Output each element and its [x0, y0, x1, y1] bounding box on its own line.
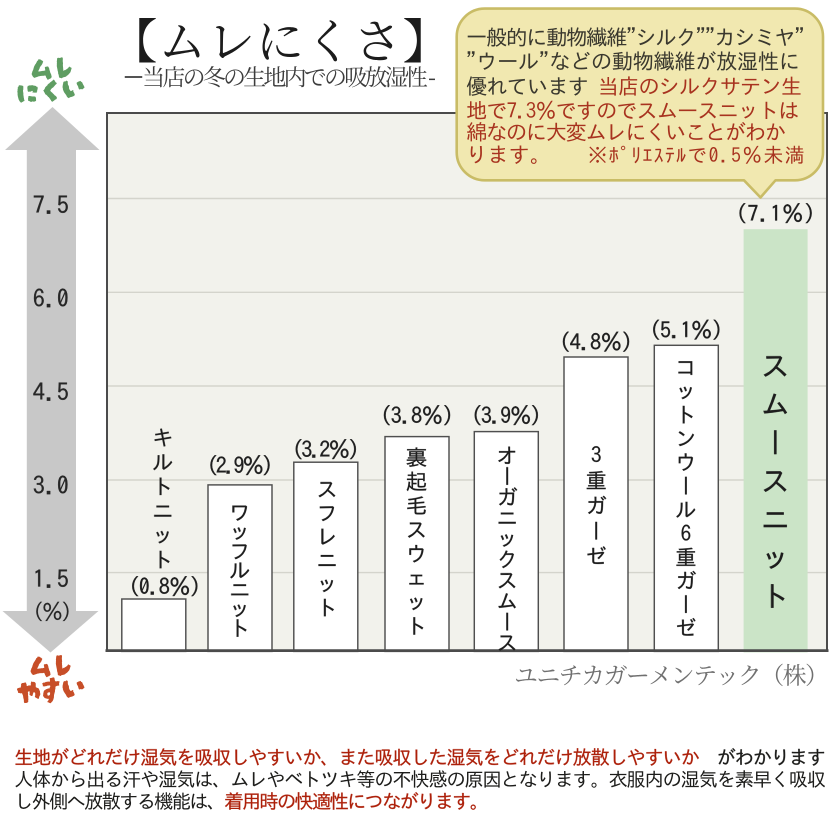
callout-line: "ウール"などの動物繊維が放湿性に — [463, 50, 808, 72]
callout-line: 地で7.3％ですのでスムースニットは — [466, 99, 811, 121]
tick-label-3-0: 3.0 — [33, 474, 69, 496]
callout-line: 優れています 当店のシルクサテン生 — [466, 75, 811, 97]
attribution: ユニチカガーメンテック（株） — [516, 663, 814, 687]
bar-category-label: キルトニット — [152, 427, 176, 573]
bar-value-label: (3.8%) — [378, 407, 457, 429]
bar-category-label: ワッフルニット — [229, 501, 253, 640]
page-subtitle: －当店の冬の生地内での吸放湿性 - — [128, 64, 440, 88]
bar-value-label: (0.8%) — [126, 578, 204, 600]
footnote-line: し外側へ放散する機能は、着用時の快適性につながります。 — [14, 791, 828, 812]
tick-label-6-0: 6.0 — [33, 287, 69, 309]
bar-3 — [384, 435, 450, 653]
bar-category-label: コットンウール6重ガーゼ — [675, 356, 699, 640]
tick-label-4-5: 4.5 — [33, 380, 69, 402]
bar-category-label: オーガニックスムース — [496, 445, 520, 656]
bar-value-label: (5.1%) — [647, 321, 726, 343]
bar-category-label: 3重ガーゼ — [585, 444, 609, 569]
bar-0 — [121, 598, 187, 653]
footnote-line: 生地がどれだけ湿気を吸収しやすいか、また吸収した湿気をどれだけ放散しやすいか が… — [14, 747, 828, 768]
axis-label-more-stuffy: ムレやすい — [10, 652, 100, 706]
footnote-line: 人体から出る汗や湿気は、ムレやベトツキ等の不快感の原因となります。衣服内の湿気を… — [14, 769, 828, 790]
bar-value-label: (3.2%) — [289, 441, 362, 463]
bar-category-label: 裏起毛スウェット — [406, 446, 430, 638]
bar-category-label: スフレニット — [316, 478, 340, 620]
callout-line: 一般的に動物繊維"シルク""カシミヤ" — [466, 26, 811, 48]
callout-line: 綿なのに大変ムレにくいことがわか — [466, 121, 811, 143]
bar-category-label: スムースニット — [761, 351, 792, 612]
bar-value-label: (7.1%) — [733, 205, 818, 227]
y-axis-arrow — [2, 107, 100, 653]
axis-label-less-stuffy: ムレにくい — [10, 54, 96, 106]
callout-line: ります。※ﾎﾟﾘｴｽﾃﾙで0.5％未満 — [466, 144, 811, 166]
tick-label-1-5: 1.5 — [33, 567, 69, 589]
bar-value-label: (3.9%) — [468, 407, 544, 429]
axis-unit-label: (%) — [31, 600, 75, 622]
bar-value-label: (4.8%) — [557, 333, 636, 355]
tick-label-7-5: 7.5 — [33, 193, 69, 215]
bar-value-label: (2.9%) — [204, 457, 276, 479]
